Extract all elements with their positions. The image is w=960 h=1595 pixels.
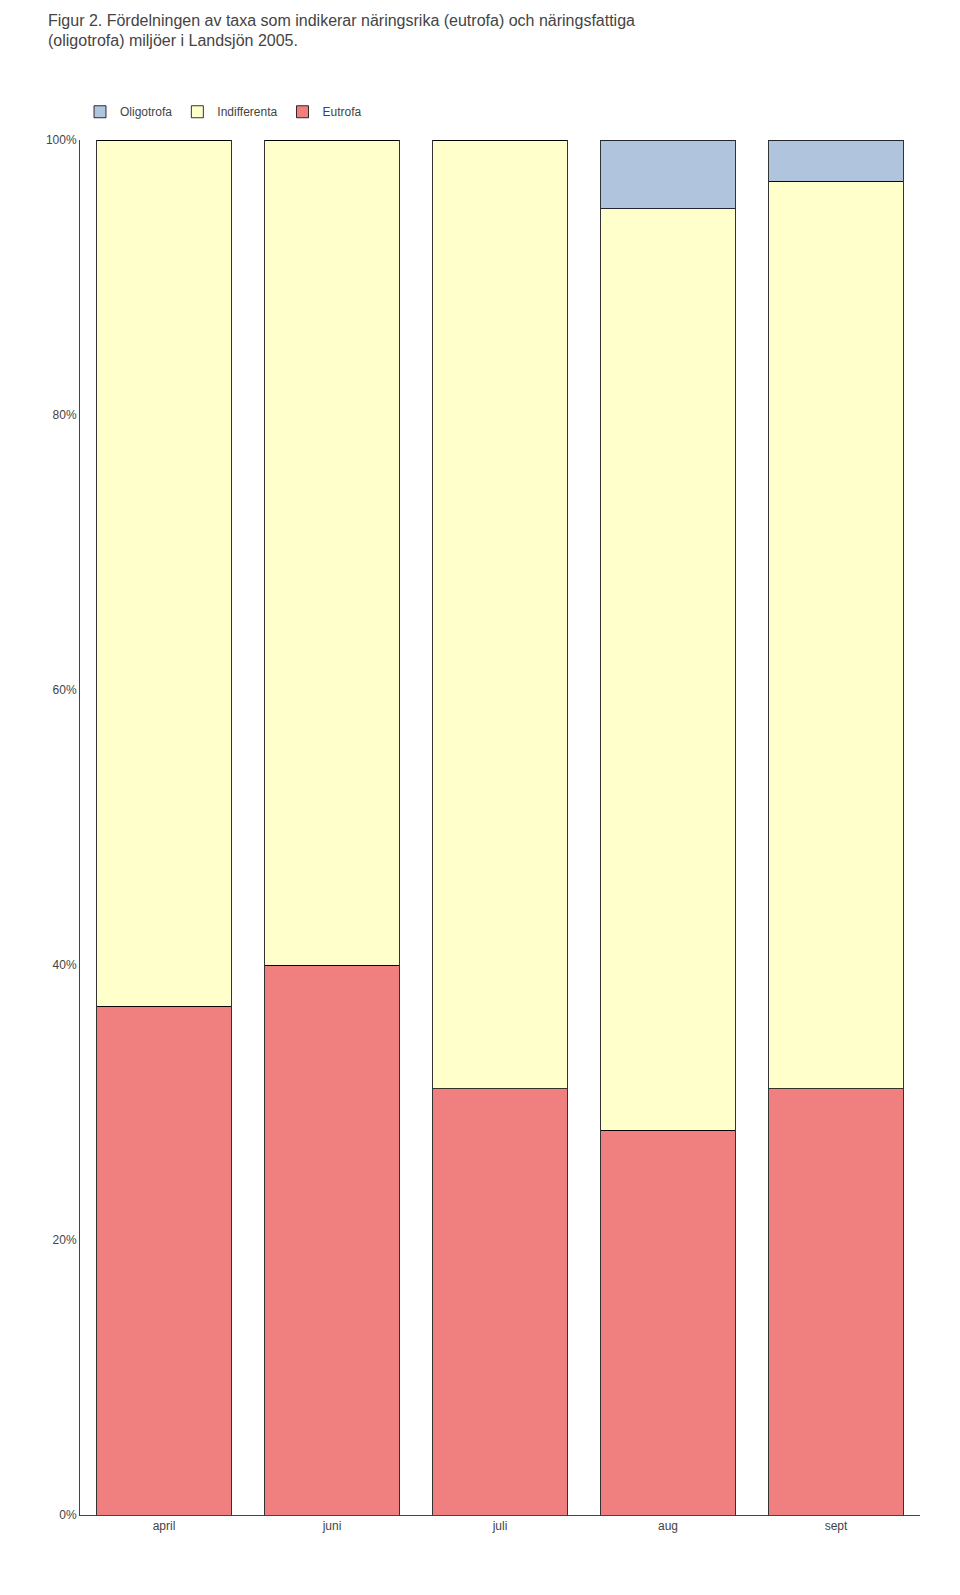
svg-text:Indifferenta: Indifferenta <box>217 105 277 119</box>
svg-text:40%: 40% <box>53 958 77 972</box>
svg-text:Oligotrofa: Oligotrofa <box>120 105 172 119</box>
svg-text:60%: 60% <box>53 683 77 697</box>
svg-text:juli: juli <box>492 1519 508 1533</box>
svg-text:0%: 0% <box>59 1508 77 1522</box>
svg-text:20%: 20% <box>53 1233 77 1247</box>
svg-text:Eutrofa: Eutrofa <box>323 105 362 119</box>
svg-text:sept: sept <box>825 1519 848 1533</box>
svg-text:100%: 100% <box>46 133 77 147</box>
svg-text:juni: juni <box>322 1519 342 1533</box>
svg-text:aug: aug <box>658 1519 678 1533</box>
svg-text:80%: 80% <box>53 408 77 422</box>
svg-text:Figur 2. Fördelningen av taxa: Figur 2. Fördelningen av taxa som indike… <box>48 12 635 50</box>
svg-text:april: april <box>153 1519 176 1533</box>
